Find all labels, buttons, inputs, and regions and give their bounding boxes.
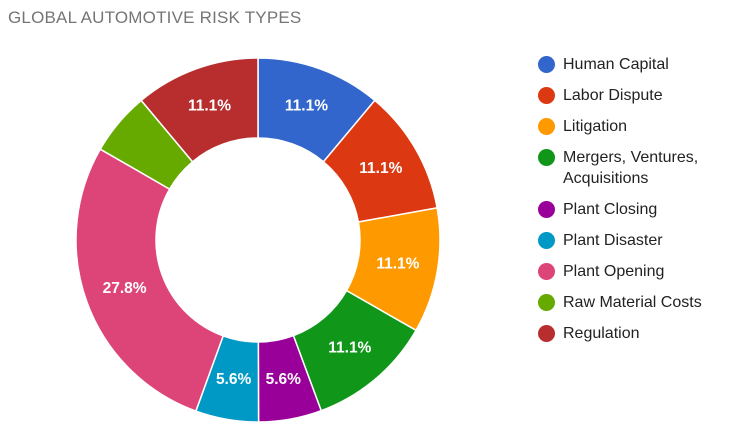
slice-label: 11.1% [376,255,419,272]
legend-item[interactable]: Plant Disaster [538,230,733,251]
legend-item[interactable]: Labor Dispute [538,85,733,106]
legend-label: Mergers, Ventures, Acquisitions [563,149,699,187]
legend-label: Human Capital [563,56,669,73]
legend-label: Plant Opening [563,263,665,280]
legend-item[interactable]: Regulation [538,323,733,344]
chart-title: GLOBAL AUTOMOTIVE RISK TYPES [8,8,302,27]
legend-item[interactable]: Mergers, Ventures, Acquisitions [538,147,733,189]
chart-legend: Human Capital Labor Dispute Litigation Merg… [538,54,733,354]
slice-label: 11.1% [359,160,402,177]
legend-label: Litigation [563,118,628,135]
legend-label: Regulation [563,325,640,342]
legend-swatch [538,294,555,311]
legend-swatch [538,232,555,249]
legend-swatch [538,325,555,342]
legend-item[interactable]: Human Capital [538,54,733,75]
legend-swatch [538,263,555,280]
slice-label: 11.1% [285,98,328,115]
slice-label: 11.1% [188,98,231,115]
slice-label: 27.8% [103,280,147,297]
legend-swatch [538,56,555,73]
legend-item[interactable]: Plant Opening [538,261,733,282]
legend-swatch [538,201,555,218]
slice-plant-opening[interactable] [75,148,225,413]
legend-label: Labor Dispute [563,87,663,104]
legend-label: Plant Closing [563,201,658,218]
slice-label: 5.6% [216,371,252,388]
legend-swatch [538,149,555,166]
legend-swatch [538,118,555,135]
slice-regulation[interactable] [140,57,259,163]
slice-label: 5.6% [266,371,302,388]
legend-item[interactable]: Plant Closing [538,199,733,220]
legend-label: Raw Material Costs [563,294,702,311]
slice-label: 11.1% [328,339,371,356]
legend-item[interactable]: Litigation [538,116,733,137]
legend-item[interactable]: Raw Material Costs [538,292,733,313]
legend-swatch [538,87,555,104]
legend-label: Plant Disaster [563,232,663,249]
